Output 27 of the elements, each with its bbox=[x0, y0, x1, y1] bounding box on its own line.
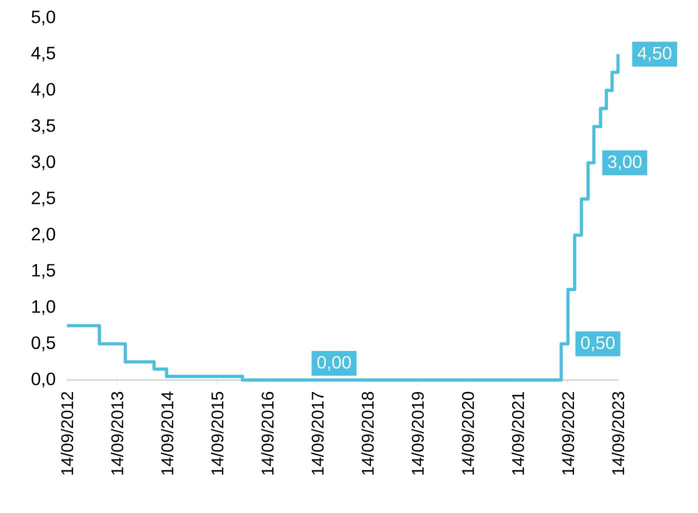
y-tick-label: 3,5 bbox=[32, 119, 56, 134]
annotation: 0,50 bbox=[581, 336, 615, 352]
annotation: 4,50 bbox=[638, 46, 672, 62]
y-tick-label: 4,0 bbox=[31, 82, 56, 98]
y-tick-label: 0,0 bbox=[32, 372, 56, 388]
x-tick-label: 14/09/2019 bbox=[411, 392, 424, 475]
y-tick-label: 1,5 bbox=[32, 264, 56, 279]
x-tick-label: 14/09/2020 bbox=[462, 392, 474, 475]
annotation: 3,00 bbox=[608, 155, 642, 170]
x-tick-label: 14/09/2015 bbox=[210, 392, 224, 475]
x-tick-label: 14/09/2016 bbox=[261, 392, 274, 475]
y-tick-label: 0,5 bbox=[32, 336, 56, 352]
x-tick-label: 14/09/2012 bbox=[60, 392, 74, 475]
y-tick-label: 2,5 bbox=[32, 192, 56, 206]
y-tick-label: 1,0 bbox=[32, 300, 56, 315]
x-tick-label: 14/09/2023 bbox=[612, 392, 624, 475]
x-tick-label: 14/09/2018 bbox=[361, 392, 374, 475]
x-tick-label: 14/09/2021 bbox=[512, 392, 524, 475]
x-tick-label: 14/09/2017 bbox=[311, 392, 324, 475]
x-tick-label: 14/09/2014 bbox=[160, 392, 174, 475]
annotation: 0,00 bbox=[317, 356, 351, 371]
x-tick-label: 14/09/2022 bbox=[562, 392, 574, 475]
y-tick-label: 5,0 bbox=[32, 10, 56, 26]
y-tick-label: 3,0 bbox=[32, 155, 56, 170]
y-tick-label: 4,5 bbox=[31, 46, 56, 62]
x-tick-label: 14/09/2013 bbox=[110, 392, 124, 475]
y-tick-label: 2,0 bbox=[32, 228, 56, 243]
